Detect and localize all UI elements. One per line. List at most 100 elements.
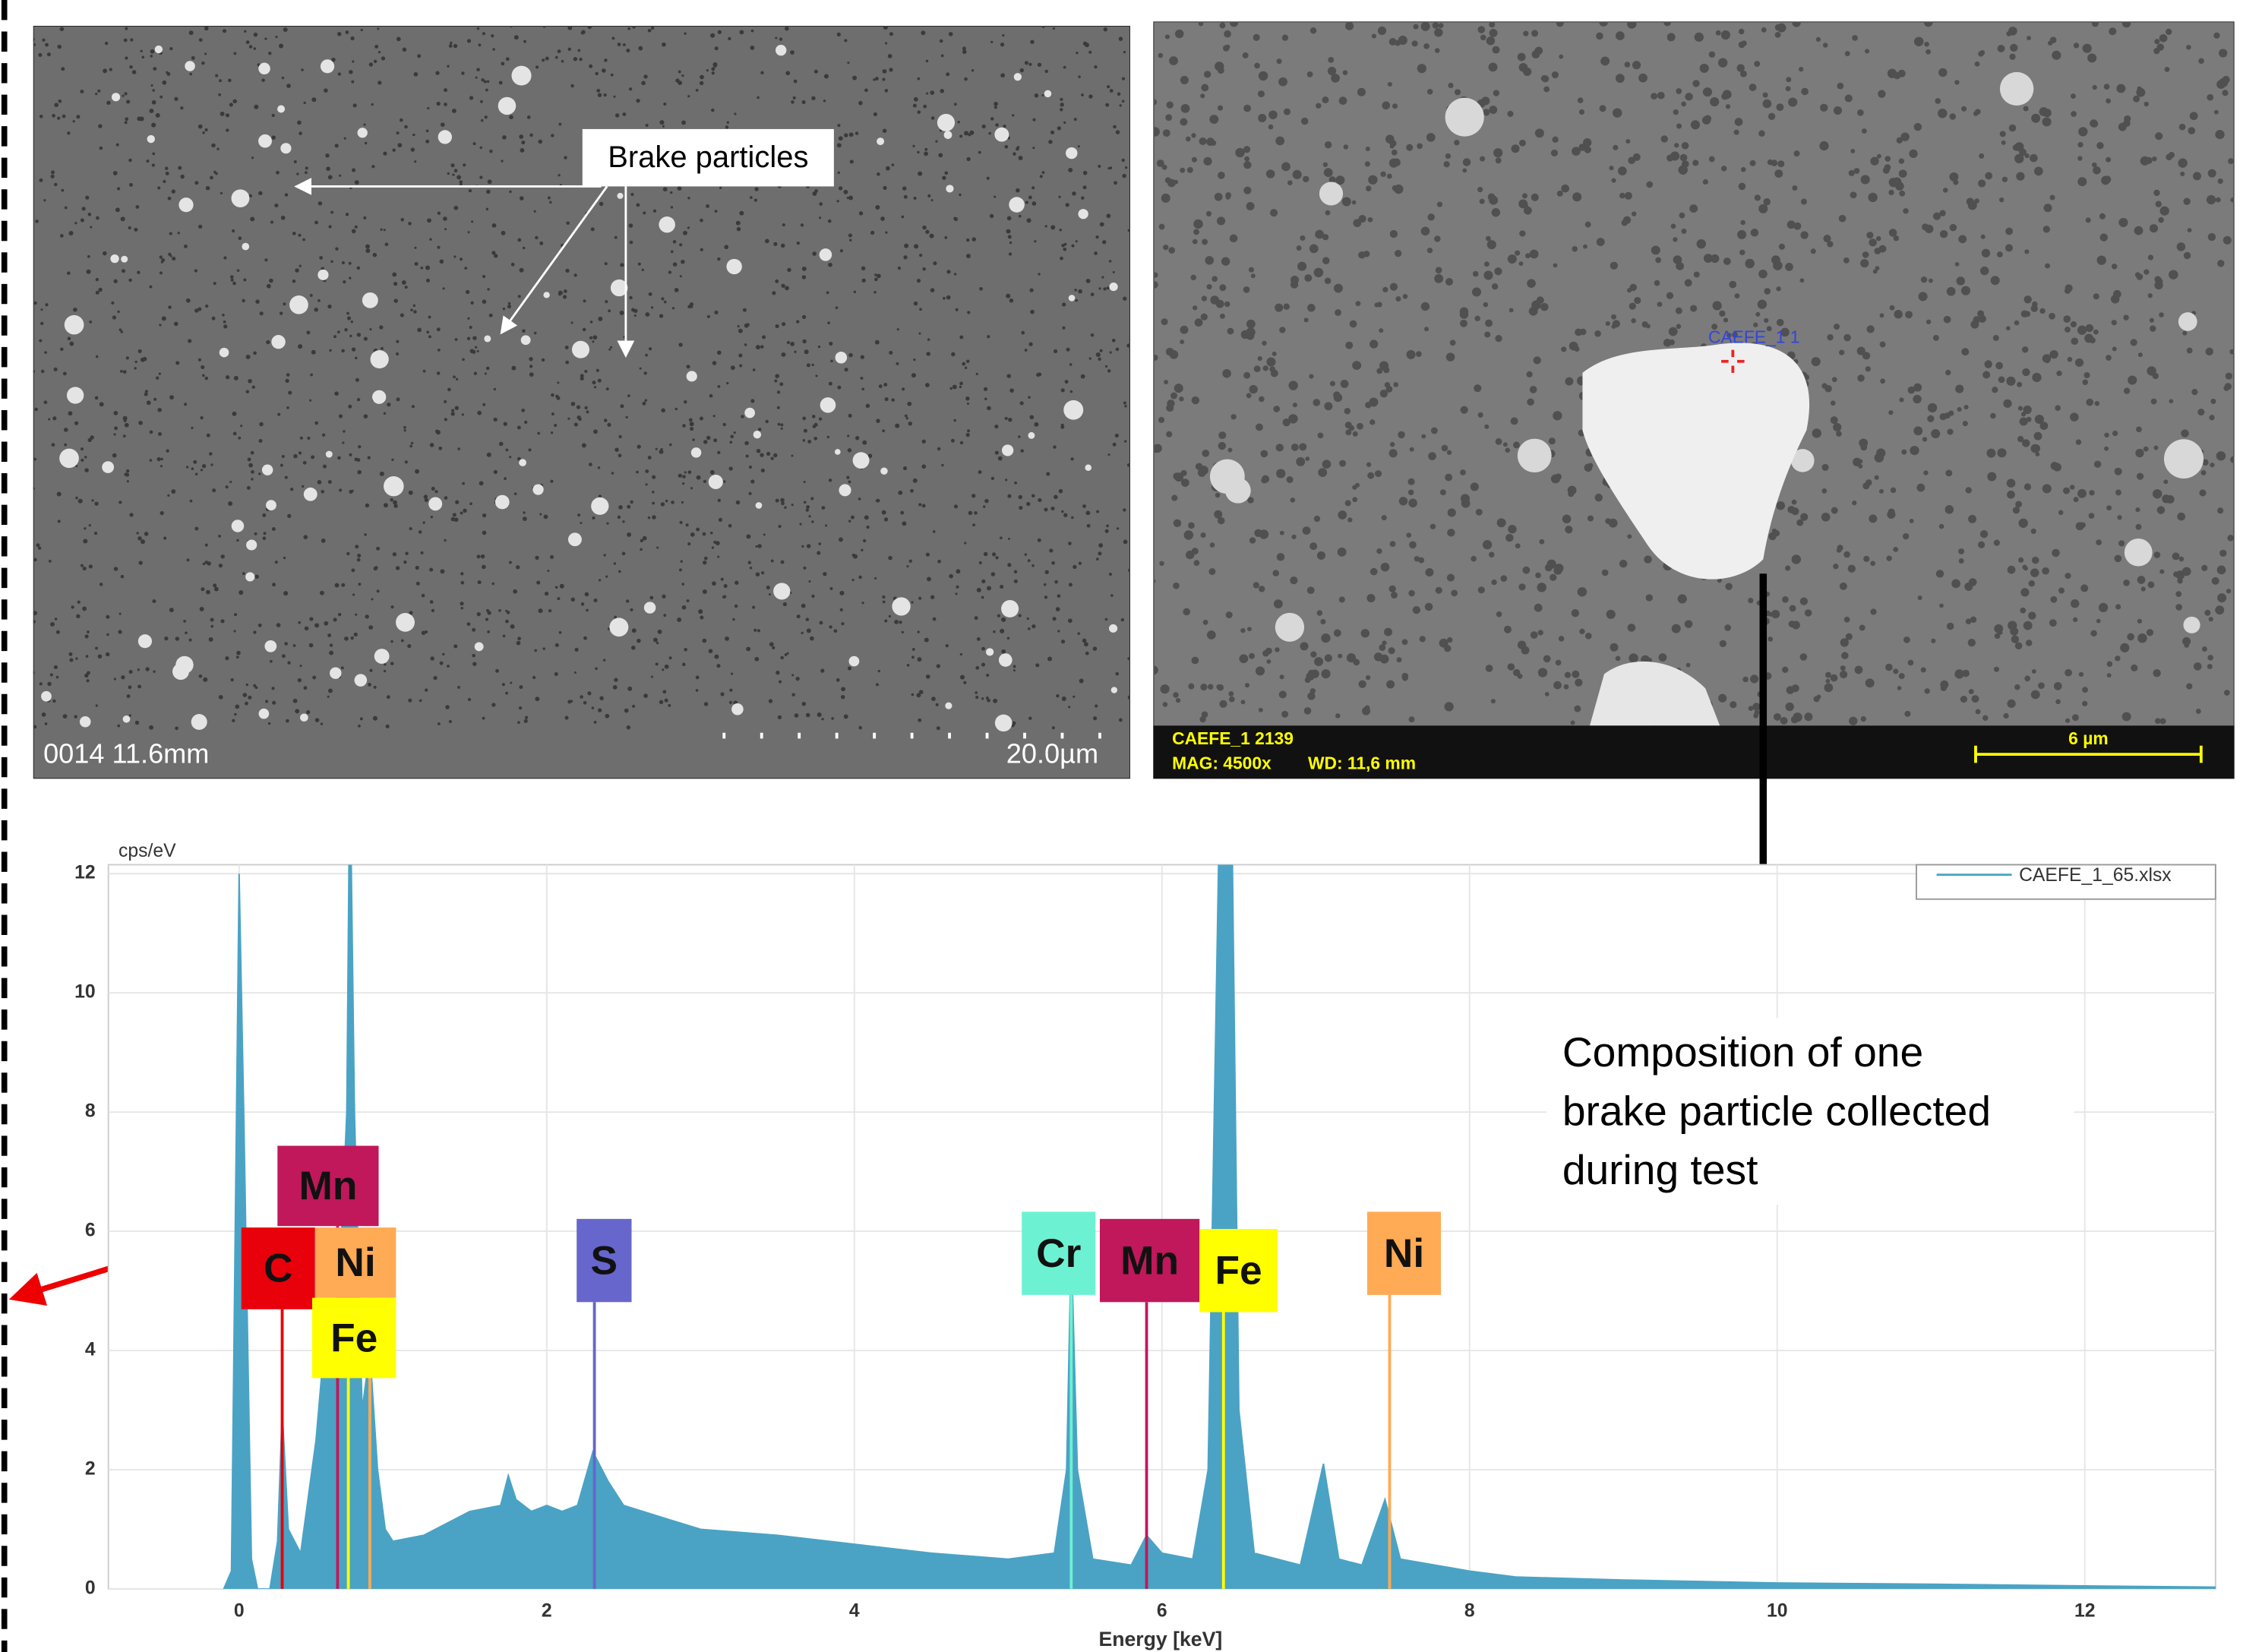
texture-dot [403, 561, 406, 564]
texture-dot [651, 675, 653, 678]
texture-dot [169, 395, 174, 400]
texture-dot [626, 599, 629, 602]
texture-dot [875, 205, 880, 210]
texture-dot [1611, 314, 1616, 320]
texture-dot [2080, 523, 2085, 528]
texture-dot [1256, 423, 1263, 431]
texture-dot [640, 539, 643, 542]
texture-dot [2031, 690, 2040, 700]
texture-dot [328, 225, 331, 228]
texture-dot [739, 364, 742, 367]
texture-dot [717, 556, 719, 558]
texture-dot [2038, 682, 2045, 689]
texture-dot [35, 220, 39, 223]
texture-dot [1676, 124, 1682, 129]
texture-dot [115, 207, 120, 212]
texture-dot [91, 499, 93, 501]
texture-dot [1918, 595, 1922, 600]
texture-dot [750, 567, 753, 570]
texture-dot [1753, 713, 1758, 719]
texture-dot [1116, 130, 1120, 134]
texture-dot [373, 253, 377, 257]
texture-dot [1191, 657, 1199, 665]
texture-dot [690, 487, 693, 489]
texture-dot [168, 305, 172, 309]
texture-dot [902, 186, 906, 190]
texture-dot [2042, 567, 2049, 575]
texture-dot [1180, 326, 1188, 334]
texture-dot [1013, 665, 1016, 668]
texture-dot [1369, 340, 1378, 348]
texture-dot [991, 572, 996, 576]
texture-dot [141, 55, 144, 58]
texture-dot [923, 105, 927, 109]
texture-dot [404, 125, 408, 129]
texture-dot [662, 125, 665, 128]
texture-dot [1968, 639, 1976, 646]
texture-dot [2179, 124, 2186, 131]
texture-dot [662, 43, 666, 47]
sem-left-scale: 20.0µm [1006, 738, 1098, 769]
texture-dot [2181, 429, 2189, 437]
texture-dot [1518, 53, 1526, 62]
point-label: CAEFE_1 1 [1708, 327, 1800, 347]
texture-dot [311, 456, 314, 459]
texture-dot [1931, 639, 1935, 643]
texture-dot [1437, 201, 1442, 207]
texture-dot [656, 448, 658, 450]
texture-dot [2007, 491, 2015, 499]
texture-dot [349, 276, 351, 279]
texture-dot [58, 99, 62, 103]
texture-dot [648, 456, 652, 460]
texture-dot [407, 644, 411, 648]
texture-dot [1625, 62, 1631, 68]
particle [994, 128, 1009, 142]
texture-dot [1038, 273, 1040, 275]
texture-dot [665, 665, 669, 669]
texture-dot [1957, 384, 1963, 391]
texture-dot [1863, 556, 1869, 562]
texture-dot [1200, 532, 1205, 538]
texture-dot [1661, 135, 1668, 142]
texture-dot [1388, 82, 1392, 87]
texture-dot [1800, 598, 1808, 605]
texture-dot [1019, 506, 1022, 510]
texture-dot [1709, 156, 1715, 163]
texture-dot [598, 317, 602, 321]
texture-dot [137, 668, 140, 671]
texture-dot [829, 625, 832, 628]
texture-dot [684, 400, 687, 403]
texture-dot [1173, 583, 1180, 589]
texture-dot [397, 143, 402, 147]
texture-dot [818, 346, 820, 348]
texture-dot [1191, 133, 1196, 137]
texture-dot [1259, 708, 1263, 712]
texture-dot [663, 187, 668, 191]
texture-dot [2178, 159, 2187, 168]
texture-dot [1258, 114, 1266, 122]
texture-dot [467, 337, 470, 340]
particle [756, 502, 763, 509]
texture-dot [763, 533, 766, 535]
texture-dot [1651, 93, 1657, 99]
texture-dot [1266, 357, 1275, 366]
particle [1319, 182, 1343, 206]
texture-dot [509, 456, 511, 458]
texture-dot [618, 435, 621, 438]
texture-dot [1527, 398, 1534, 406]
texture-dot [603, 659, 605, 662]
texture-dot [808, 515, 810, 517]
texture-dot [927, 338, 930, 341]
texture-dot [645, 312, 649, 317]
texture-dot [1494, 267, 1502, 275]
x-tick-label: 6 [1157, 1601, 1167, 1622]
texture-dot [1768, 113, 1775, 120]
texture-dot [2227, 535, 2234, 542]
texture-dot [785, 71, 790, 75]
texture-dot [1109, 166, 1112, 169]
texture-dot [1562, 515, 1572, 524]
texture-dot [198, 359, 201, 362]
texture-dot [2107, 662, 2113, 667]
texture-dot [436, 430, 441, 434]
texture-dot [921, 30, 925, 35]
